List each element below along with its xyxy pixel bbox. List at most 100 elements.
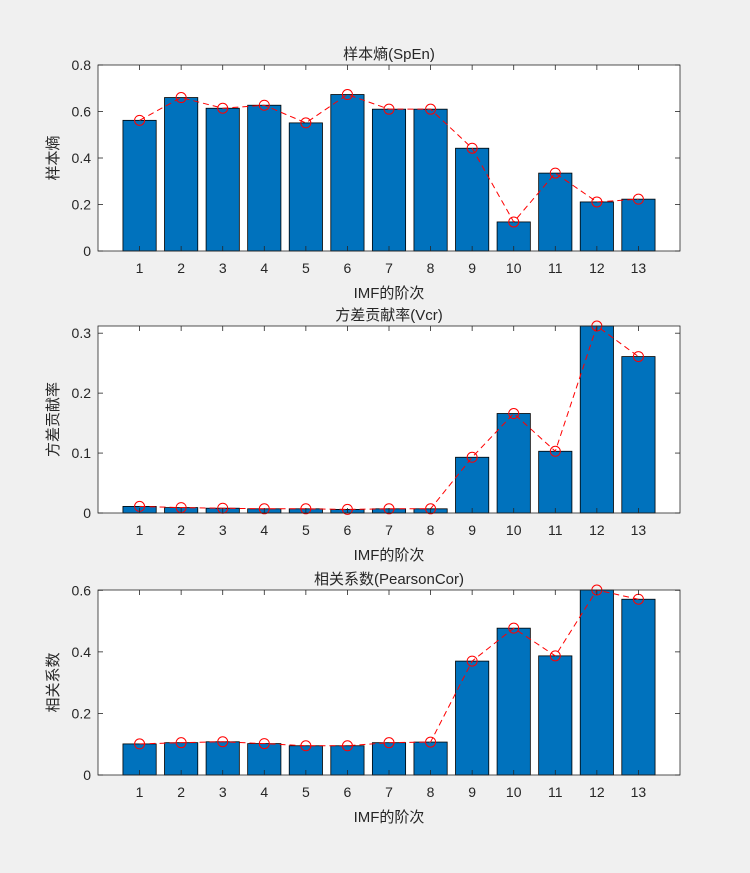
y-tick-label: 0.4 (72, 150, 92, 166)
data-point-marker (134, 738, 146, 750)
x-tick-label: 3 (219, 784, 227, 800)
x-tick-label: 10 (506, 522, 522, 538)
x-tick-label: 1 (136, 522, 144, 538)
data-point-marker (383, 103, 395, 115)
bar (455, 147, 490, 252)
x-tick-label: 6 (344, 784, 352, 800)
chart-title: 相关系数(PearsonCor) (314, 571, 464, 588)
y-tick-label: 0 (83, 243, 91, 259)
bar (621, 198, 656, 252)
bar (164, 97, 199, 252)
data-point-marker (425, 503, 437, 515)
x-tick-label: 8 (427, 522, 435, 538)
data-point-marker (258, 99, 270, 111)
x-tick-label: 11 (548, 784, 563, 800)
data-point-marker (300, 117, 312, 129)
y-axis-label: 相关系数 (45, 652, 62, 712)
bar (496, 413, 531, 514)
bar (455, 660, 490, 776)
bar (371, 108, 407, 252)
data-point-marker (217, 102, 229, 114)
bar (455, 456, 490, 514)
data-point-marker (508, 216, 520, 228)
data-point-marker (508, 622, 520, 634)
y-axis-label: 方差贡献率 (45, 382, 62, 457)
bar (330, 94, 365, 252)
y-tick-label: 0.6 (72, 582, 92, 598)
x-tick-label: 13 (631, 522, 647, 538)
subplot-variance-contribution: 1 2 3 4 5 6 7 8 9 10 11 12 1300.10.20.3方差贡献率(Vcr)IMF… (45, 307, 681, 564)
bar (621, 598, 656, 776)
chart-title: 方差贡献率(Vcr) (335, 307, 443, 324)
x-tick-label: 11 (548, 522, 563, 538)
bar (122, 119, 157, 252)
data-point-marker (466, 451, 478, 463)
x-tick-label: 10 (506, 260, 522, 276)
y-axis-label: 样本熵 (45, 135, 62, 180)
y-tick-label: 0.6 (72, 104, 92, 120)
data-point-marker (466, 655, 478, 667)
data-point-marker (425, 103, 437, 115)
bar (579, 589, 614, 776)
bar (413, 108, 448, 252)
data-point-marker (341, 740, 353, 752)
x-tick-label: 7 (385, 784, 393, 800)
data-point-marker (300, 503, 312, 515)
x-tick-label: 6 (344, 522, 352, 538)
data-point-marker (508, 408, 520, 420)
data-point-marker (383, 503, 395, 515)
bar (247, 104, 282, 252)
data-point-marker (175, 737, 187, 749)
y-tick-label: 0 (83, 767, 91, 783)
bar (621, 356, 656, 514)
bar (579, 201, 614, 252)
bar (538, 172, 573, 252)
x-tick-label: 13 (631, 784, 647, 800)
data-point-marker (591, 196, 603, 208)
x-axis-label: IMF的阶次 (354, 547, 425, 564)
x-tick-label: 4 (260, 260, 268, 276)
x-tick-label: 4 (260, 784, 268, 800)
data-point-marker (632, 193, 644, 205)
data-point-marker (466, 142, 478, 154)
y-tick-label: 0.3 (72, 325, 92, 341)
y-tick-label: 0.2 (72, 705, 92, 721)
x-tick-label: 12 (589, 522, 605, 538)
series-line (139, 589, 639, 747)
chart-title: 样本熵(SpEn) (343, 46, 435, 63)
data-point-marker (549, 445, 561, 457)
x-axis-label: IMF的阶次 (354, 285, 425, 302)
x-tick-label: 3 (219, 522, 227, 538)
x-tick-label: 13 (631, 260, 647, 276)
x-tick-label: 1 (136, 260, 144, 276)
x-axis-label: IMF的阶次 (354, 809, 425, 826)
bar (288, 122, 323, 252)
data-point-marker (341, 503, 353, 515)
x-tick-label: 12 (589, 784, 605, 800)
subplot-pearson-correlation: 1 2 3 4 5 6 7 8 9 10 11 12 1300.20.40.6相关系数(PearsonC… (45, 571, 681, 826)
x-tick-label: 2 (177, 784, 185, 800)
x-tick-label: 3 (219, 260, 227, 276)
bar (538, 450, 573, 514)
x-tick-label: 8 (427, 260, 435, 276)
data-point-marker (258, 503, 270, 515)
data-point-marker (134, 114, 146, 126)
x-tick-label: 6 (344, 260, 352, 276)
data-point-marker (258, 738, 270, 750)
data-point-marker (425, 736, 437, 748)
bar (538, 655, 573, 776)
subplot-sample-entropy: 1 2 3 4 5 6 7 8 9 10 11 12 1300.20.40.60.8样本熵(SpEn)I… (45, 46, 681, 302)
x-tick-label: 11 (548, 260, 563, 276)
y-tick-label: 0.2 (72, 197, 92, 213)
x-tick-label: 7 (385, 522, 393, 538)
data-point-marker (175, 92, 187, 104)
x-tick-label: 5 (302, 260, 310, 276)
y-tick-label: 0.8 (72, 57, 92, 73)
x-tick-label: 1 (136, 784, 144, 800)
x-tick-label: 2 (177, 260, 185, 276)
data-point-marker (300, 740, 312, 752)
x-tick-label: 12 (589, 260, 605, 276)
x-tick-label: 10 (506, 784, 522, 800)
x-tick-label: 9 (468, 260, 476, 276)
